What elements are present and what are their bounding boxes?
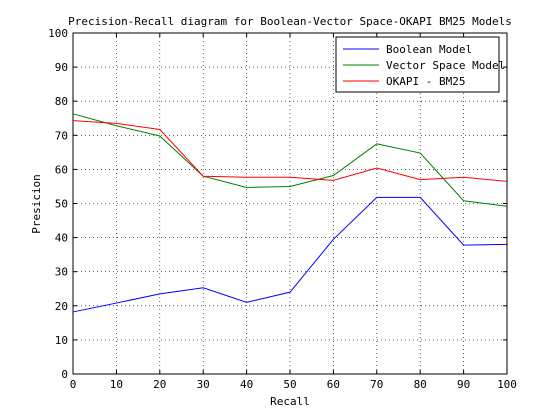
y-tick-label: 70: [55, 129, 68, 142]
x-tick-label: 80: [414, 378, 427, 391]
legend-label-vector-space-model: Vector Space Model: [386, 59, 505, 72]
series-line-boolean-model: [72, 196, 508, 313]
y-tick-label: 100: [48, 27, 68, 40]
x-tick-label: 100: [497, 378, 517, 391]
legend: Boolean Model Vector Space Model OKAPI - B…: [335, 36, 505, 93]
x-tick-label: 0: [70, 378, 77, 391]
y-tick-label: 30: [55, 266, 68, 279]
axis-ticks: 0 10 20 30 40 50 60 70 80 90 100 0 10 20 30 40 50 60 70 80 9…: [48, 27, 517, 391]
legend-label-okapi-bm25: OKAPI - BM25: [386, 75, 465, 88]
x-axis-label: Recall: [270, 395, 310, 408]
y-tick-label: 60: [55, 163, 68, 176]
y-tick-label: 80: [55, 95, 68, 108]
x-tick-label: 20: [153, 378, 166, 391]
y-tick-label: 40: [55, 232, 68, 245]
x-tick-label: 60: [327, 378, 340, 391]
x-tick-label: 70: [370, 378, 383, 391]
legend-label-boolean-model: Boolean Model: [386, 43, 472, 56]
y-tick-label: 20: [55, 300, 68, 313]
x-tick-label: 10: [110, 378, 123, 391]
x-tick-label: 40: [240, 378, 253, 391]
series-line-vector-space-model: [72, 113, 508, 207]
x-tick-label: 50: [283, 378, 296, 391]
series-lines: [72, 113, 508, 313]
y-tick-label: 0: [61, 368, 68, 381]
y-tick-label: 10: [55, 334, 68, 347]
y-tick-label: 50: [55, 198, 68, 211]
y-tick-label: 90: [55, 61, 68, 74]
x-tick-label: 90: [457, 378, 470, 391]
x-tick-label: 30: [197, 378, 210, 391]
chart-title: Precision-Recall diagram for Boolean-Vec…: [68, 15, 512, 28]
grid: [73, 33, 507, 374]
series-line-okapi-bm25: [72, 120, 508, 182]
y-axis-label: Presicion: [30, 174, 43, 234]
